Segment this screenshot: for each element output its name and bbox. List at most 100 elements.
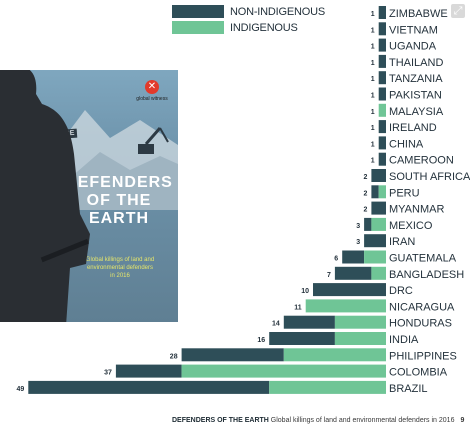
bar-non-indigenous-south-africa: [371, 169, 386, 182]
value-label-philippines: 28: [170, 353, 178, 360]
cover-title-line-1: DEFENDERS: [65, 174, 173, 191]
bar-indigenous-brazil: [269, 380, 386, 394]
category-label-cameroon: CAMEROON: [389, 155, 454, 167]
value-label-nicaragua: 11: [294, 304, 302, 311]
value-label-thailand: 1: [371, 60, 375, 67]
value-label-tanzania: 1: [371, 76, 375, 83]
value-label-vietnam: 1: [371, 27, 375, 34]
bar-indigenous-philippines: [283, 348, 386, 362]
value-label-south-africa: 2: [363, 174, 367, 181]
bar-indigenous-honduras: [334, 315, 386, 329]
bar-non-indigenous-iran: [364, 234, 386, 248]
category-label-ireland: IRELAND: [389, 122, 437, 134]
category-label-south-africa: SOUTH AFRICA: [389, 171, 470, 183]
value-label-brazil: 49: [17, 386, 25, 393]
cover-title: DEFENDERS OF THE EARTH: [60, 174, 178, 228]
legend-label-indigenous: INDIGENOUS: [230, 21, 298, 34]
bar-non-indigenous-bangladesh: [334, 266, 372, 280]
value-label-india: 16: [257, 337, 265, 344]
category-label-honduras: HONDURAS: [389, 318, 452, 330]
value-label-uganda: 1: [371, 44, 375, 51]
value-label-ireland: 1: [371, 125, 375, 132]
bar-non-indigenous-philippines: [181, 348, 284, 362]
category-label-uganda: UGANDA: [389, 41, 437, 53]
category-label-malaysia: MALAYSIA: [389, 106, 444, 118]
bar-non-indigenous-myanmar: [371, 201, 386, 215]
bar-non-indigenous-zimbabwe: [378, 6, 386, 19]
legend-swatch-non-indigenous: [172, 5, 224, 18]
category-label-china: CHINA: [389, 138, 424, 150]
value-label-zimbabwe: 1: [371, 11, 375, 18]
bar-indigenous-guatemala: [364, 250, 386, 264]
value-label-drc: 10: [301, 288, 309, 295]
bar-non-indigenous-thailand: [378, 54, 386, 68]
value-label-guatemala: 6: [334, 256, 338, 263]
page-footer: DEFENDERS OF THE EARTH Global killings o…: [172, 417, 464, 424]
value-label-myanmar: 2: [363, 207, 367, 214]
footer-brand: DEFENDERS OF THE EARTH: [172, 417, 269, 424]
value-label-iran: 3: [356, 239, 360, 246]
category-label-mexico: MEXICO: [389, 220, 433, 232]
expand-icon[interactable]: ⤢: [451, 4, 465, 18]
bar-non-indigenous-china: [378, 136, 386, 150]
page-number: 9: [460, 417, 465, 424]
cover-title-line-2: OF THE: [86, 192, 152, 209]
bar-non-indigenous-mexico: [364, 217, 372, 231]
chart-legend: NON-INDIGENOUS INDIGENOUS: [172, 4, 325, 36]
global-witness-logo: ✕ global witness: [132, 80, 172, 102]
bar-indigenous-peru: [378, 185, 386, 199]
bar-non-indigenous-brazil: [28, 380, 270, 394]
category-label-brazil: BRAZIL: [389, 383, 428, 395]
category-label-philippines: PHILIPPINES: [389, 350, 457, 362]
value-label-colombia: 37: [104, 370, 112, 377]
footer-text: Global killings of land and environmenta…: [268, 417, 455, 424]
value-label-china: 1: [371, 141, 375, 148]
category-label-guatemala: GUATEMALA: [389, 253, 457, 265]
legend-label-non-indigenous: NON-INDIGENOUS: [230, 5, 325, 18]
value-label-mexico: 3: [356, 223, 360, 230]
logo-text: global witness: [136, 96, 168, 102]
bar-non-indigenous-drc: [313, 283, 386, 297]
bar-indigenous-nicaragua: [305, 299, 386, 313]
category-label-peru: PERU: [389, 187, 420, 199]
value-label-honduras: 14: [272, 321, 280, 328]
bar-non-indigenous-ireland: [378, 120, 386, 134]
category-label-thailand: THAILAND: [389, 57, 443, 69]
category-label-nicaragua: NICARAGUA: [389, 301, 455, 313]
legend-swatch-indigenous: [172, 21, 224, 34]
value-label-pakistan: 1: [371, 93, 375, 100]
bar-indigenous-india: [334, 332, 386, 345]
value-label-bangladesh: 7: [327, 272, 331, 279]
bar-indigenous-bangladesh: [371, 266, 386, 280]
value-label-cameroon: 1: [371, 158, 375, 165]
bar-non-indigenous-colombia: [115, 364, 182, 378]
logo-mark-icon: ✕: [145, 80, 159, 94]
bar-non-indigenous-peru: [371, 185, 379, 199]
bar-non-indigenous-honduras: [283, 315, 335, 329]
category-label-drc: DRC: [389, 285, 413, 297]
value-label-peru: 2: [363, 190, 367, 197]
cover-subtitle: Global killings of land and environmenta…: [85, 257, 155, 279]
bar-non-indigenous-tanzania: [378, 71, 386, 85]
category-label-bangladesh: BANGLADESH: [389, 269, 464, 281]
bar-non-indigenous-india: [269, 332, 335, 345]
category-label-pakistan: PAKISTAN: [389, 90, 442, 102]
value-label-malaysia: 1: [371, 109, 375, 116]
category-label-iran: IRAN: [389, 236, 415, 248]
legend-item-indigenous: INDIGENOUS: [172, 20, 325, 35]
category-label-india: INDIA: [389, 334, 419, 346]
bar-non-indigenous-pakistan: [378, 87, 386, 101]
bar-indigenous-colombia: [181, 364, 386, 378]
bar-non-indigenous-uganda: [378, 38, 386, 52]
category-label-zimbabwe: ZIMBABWE: [389, 8, 448, 20]
report-cover-image: ✕ global witness NO MORE DEFENDERS OF TH…: [0, 70, 178, 322]
legend-item-non-indigenous: NON-INDIGENOUS: [172, 4, 325, 19]
category-label-colombia: COLOMBIA: [389, 367, 448, 379]
soldier-silhouette: [0, 70, 90, 322]
bar-indigenous-malaysia: [378, 103, 386, 117]
category-label-tanzania: TANZANIA: [389, 73, 443, 85]
bar-non-indigenous-guatemala: [342, 250, 365, 264]
category-label-myanmar: MYANMAR: [389, 204, 444, 216]
cover-title-line-3: EARTH: [88, 210, 150, 227]
